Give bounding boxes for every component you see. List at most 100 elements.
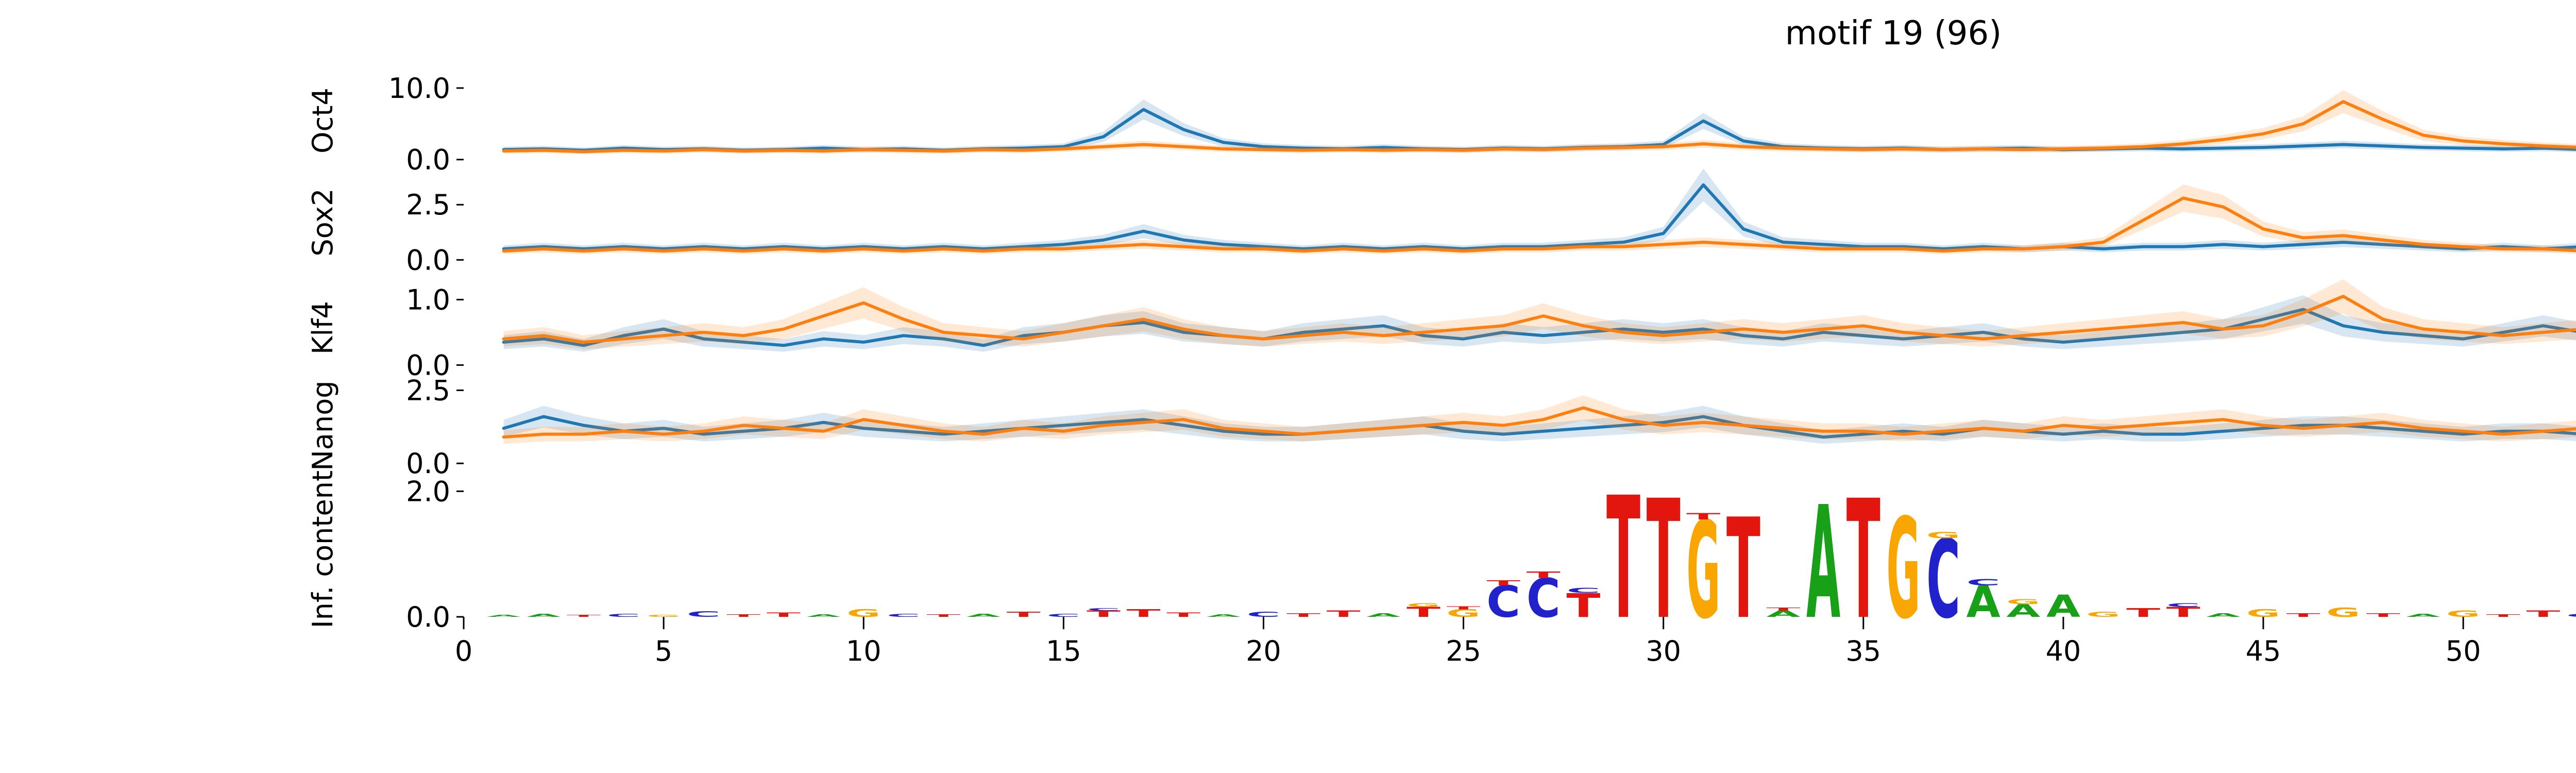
logo-letter-A: A — [487, 614, 521, 617]
logo-letter-T: T — [1486, 579, 1520, 587]
y-tick-label: 2.5 — [406, 189, 450, 221]
logo-letter-G: G — [2246, 608, 2280, 619]
logo-letter-T: T — [2286, 612, 2321, 618]
y-tick-label: 0.0 — [406, 144, 450, 176]
logo-letter-C: C — [1246, 611, 1280, 619]
y-tick-label: 2.0 — [406, 475, 450, 508]
y-tick-label: 10.0 — [388, 72, 450, 105]
logo-letter-T: T — [1527, 570, 1561, 580]
x-tick-label: 20 — [1246, 635, 1281, 667]
logo-letter-T: T — [926, 614, 960, 618]
x-tick-label: 0 — [455, 635, 472, 667]
logo-letter-C: C — [1527, 567, 1561, 629]
panel-nanog: 0.0 2.5 Nanog — [307, 374, 2576, 480]
logo-letter-C: C — [2166, 602, 2200, 608]
x-axis: 0510152025303540455055606570 — [455, 617, 2481, 667]
logo-letter-T: T — [1566, 586, 1600, 625]
logo-letter-A: A — [2206, 612, 2240, 618]
logo-letter-G: G — [1406, 602, 1440, 608]
logo-letter-A: A — [1806, 473, 1840, 653]
x-tick-label: 40 — [2046, 635, 2081, 667]
y-tick-label: 0.0 — [406, 349, 450, 381]
logo-letter-G: G — [2326, 605, 2360, 620]
logo-letter-T: T — [1127, 608, 1161, 619]
series-line-orange — [502, 406, 2576, 439]
confidence-band-orange — [503, 90, 2576, 155]
x-tick-label: 35 — [1845, 635, 1881, 667]
logo-letter-T: T — [1286, 612, 1321, 618]
logo-letter-A: A — [2406, 613, 2440, 618]
series-line-orange — [502, 100, 2576, 154]
x-tick-label: 50 — [2446, 635, 2481, 667]
logo-letter-C: C — [1486, 577, 1520, 627]
logo-letter-G: G — [846, 608, 880, 619]
logo-letter-C: C — [1046, 613, 1080, 618]
series-line-blue — [502, 308, 2576, 347]
y-axis-label: Nanog — [307, 380, 339, 470]
panel-oct4: 0.0 10.0 Oct4 — [307, 72, 2576, 176]
y-axis-label: Oct4 — [307, 88, 339, 154]
logo-letter-G: G — [1886, 489, 1920, 649]
series-line-blue — [502, 183, 2576, 250]
y-axis-label: Inf. content — [307, 470, 339, 628]
logo-letter-A: A — [527, 613, 561, 618]
y-tick-label: 0.0 — [406, 601, 450, 633]
x-tick-label: 25 — [1446, 635, 1481, 667]
logo-letter-A: A — [1207, 614, 1241, 618]
chart-title: motif 19 (96) — [1785, 14, 2002, 53]
logo-letter-T: T — [1726, 489, 1760, 649]
y-tick-label: 0.0 — [406, 447, 450, 480]
confidence-band-orange — [503, 184, 2576, 255]
logo-letter-T: T — [2166, 604, 2200, 620]
confidence-band-blue — [503, 99, 2576, 153]
logo-letter-T: T — [1447, 606, 1481, 611]
logo-letter-C: C — [887, 613, 921, 618]
y-tick-label: 2.5 — [406, 374, 450, 407]
logo-letter-T: T — [1166, 611, 1201, 618]
logo-letter-T: T — [1087, 609, 1121, 619]
logo-letter-G: G — [1926, 530, 1960, 541]
logo-letter-T: T — [2126, 606, 2161, 620]
series-line-orange — [502, 196, 2576, 253]
logo-letter-A: A — [807, 614, 841, 618]
logo-letter-A: A — [2006, 601, 2040, 621]
logo-letter-A: A — [1967, 577, 2001, 627]
logo-letter-T: T — [1686, 512, 1720, 522]
logo-letter-G: G — [2087, 611, 2121, 619]
confidence-band-blue — [503, 169, 2576, 253]
logo-letter-G: G — [1686, 494, 1720, 649]
x-tick-label: 45 — [2246, 635, 2281, 667]
logo-letter-A: A — [1366, 612, 1400, 618]
logo-letter-T: T — [1406, 604, 1440, 620]
logo-letter-C: C — [1967, 577, 2001, 587]
logo-letter-C: C — [606, 613, 640, 618]
panel-klf4: 0.0 1.0 Klf4 — [307, 279, 2576, 381]
y-tick-label: 1.0 — [406, 283, 450, 316]
x-tick-label: 15 — [1046, 635, 1081, 667]
x-tick-label: 5 — [655, 635, 672, 667]
y-tick-label: 0.0 — [406, 244, 450, 276]
logo-letter-T: T — [2366, 612, 2401, 618]
logo-letter-T: T — [1767, 607, 1801, 612]
logo-letter-T: T — [767, 611, 801, 618]
y-axis-label: Sox2 — [307, 189, 339, 257]
y-axis-label: Klf4 — [307, 301, 339, 355]
x-tick-label: 30 — [1646, 635, 1681, 667]
logo-letter-T: T — [1606, 461, 1640, 657]
logo-letter-A: A — [1767, 609, 1801, 619]
logo-letter-C: C — [1566, 586, 1600, 595]
logo-letter-C: C — [1087, 608, 1121, 612]
logo-letter-T: T — [567, 614, 601, 617]
series-line-orange — [502, 295, 2576, 344]
panel-sox2: 0.0 2.5 Sox2 — [307, 169, 2576, 276]
logo-letter-T: T — [1327, 609, 1361, 619]
logo-letter-C: C — [1926, 517, 1960, 643]
logo-letter-T: T — [2526, 609, 2560, 619]
logo-letter-G: G — [647, 614, 681, 617]
logo-letter-A: A — [967, 613, 1001, 618]
logo-letter-C: C — [687, 610, 721, 618]
logo-letter-C: C — [2566, 613, 2576, 618]
